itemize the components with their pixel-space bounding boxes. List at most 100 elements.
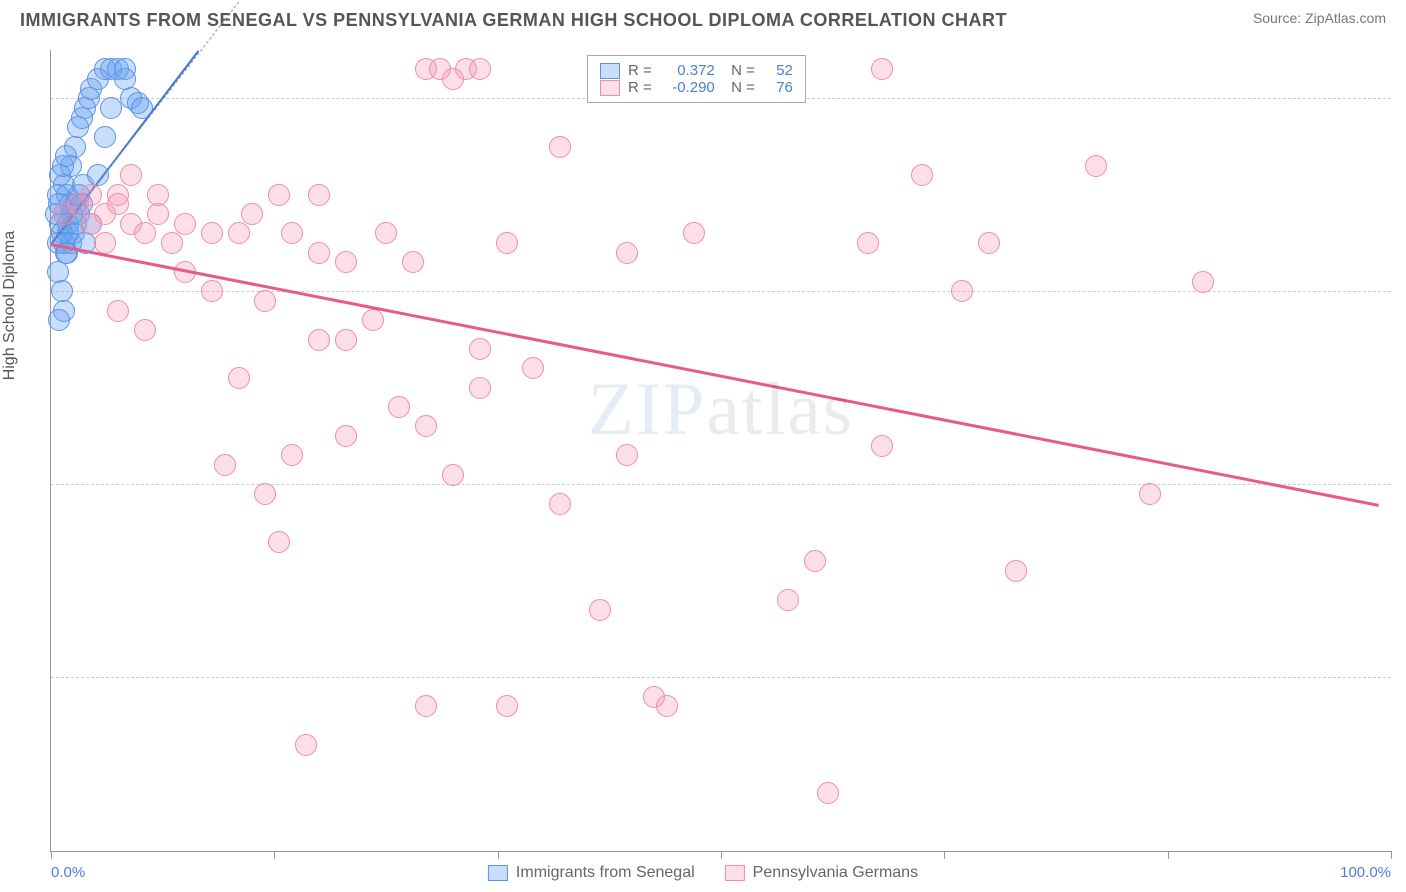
scatter-point xyxy=(522,357,544,379)
scatter-point xyxy=(134,222,156,244)
scatter-point xyxy=(335,425,357,447)
legend-series-name: Pennsylvania Germans xyxy=(753,864,918,882)
x-tick xyxy=(1168,851,1169,859)
scatter-point xyxy=(496,232,518,254)
scatter-point xyxy=(281,444,303,466)
scatter-point xyxy=(496,695,518,717)
scatter-point xyxy=(804,550,826,572)
x-tick xyxy=(51,851,52,859)
scatter-point xyxy=(114,58,136,80)
scatter-point xyxy=(469,377,491,399)
scatter-point xyxy=(335,329,357,351)
scatter-point xyxy=(777,589,799,611)
scatter-point xyxy=(94,232,116,254)
scatter-point xyxy=(107,184,129,206)
scatter-point xyxy=(388,396,410,418)
x-axis-min-label: 0.0% xyxy=(51,864,85,881)
scatter-point xyxy=(616,444,638,466)
scatter-point xyxy=(978,232,1000,254)
scatter-point xyxy=(295,734,317,756)
scatter-point xyxy=(214,454,236,476)
scatter-point xyxy=(308,329,330,351)
scatter-point xyxy=(174,213,196,235)
scatter-point xyxy=(48,309,70,331)
legend-row: R =-0.290 N =76 xyxy=(600,79,793,96)
scatter-point xyxy=(120,164,142,186)
scatter-point xyxy=(107,300,129,322)
legend-r-value: 0.372 xyxy=(660,62,715,79)
scatter-point xyxy=(147,184,169,206)
chart-plot-area: 40.0%60.0%80.0%100.0%R =0.372 N =52R =-0… xyxy=(50,50,1391,852)
scatter-point xyxy=(362,309,384,331)
scatter-point xyxy=(228,367,250,389)
legend-swatch xyxy=(600,63,620,79)
scatter-point xyxy=(281,222,303,244)
scatter-point xyxy=(1085,155,1107,177)
scatter-point xyxy=(549,136,571,158)
legend-item: Immigrants from Senegal xyxy=(488,864,695,882)
gridline xyxy=(51,291,1391,292)
scatter-point xyxy=(335,251,357,273)
scatter-point xyxy=(94,126,116,148)
legend-r-label: R = xyxy=(628,62,652,79)
scatter-point xyxy=(616,242,638,264)
legend-r-label: R = xyxy=(628,79,652,96)
scatter-point xyxy=(589,599,611,621)
scatter-point xyxy=(1192,271,1214,293)
scatter-point xyxy=(47,261,69,283)
y-tick-label: 100.0% xyxy=(1401,90,1406,107)
y-axis-label: High School Diploma xyxy=(1,231,19,380)
scatter-point xyxy=(415,415,437,437)
bottom-legend: Immigrants from Senegal Pennsylvania Germ… xyxy=(488,864,918,882)
scatter-point xyxy=(241,203,263,225)
scatter-point xyxy=(228,222,250,244)
x-tick xyxy=(944,851,945,859)
scatter-point xyxy=(254,483,276,505)
scatter-point xyxy=(147,203,169,225)
gridline xyxy=(51,677,1391,678)
scatter-point xyxy=(80,213,102,235)
scatter-point xyxy=(134,319,156,341)
scatter-point xyxy=(469,58,491,80)
scatter-point xyxy=(549,493,571,515)
scatter-point xyxy=(402,251,424,273)
scatter-point xyxy=(254,290,276,312)
x-tick xyxy=(498,851,499,859)
x-axis-max-label: 100.0% xyxy=(1340,864,1391,881)
gridline xyxy=(51,484,1391,485)
scatter-point xyxy=(951,280,973,302)
legend-swatch xyxy=(600,80,620,96)
legend-row: R = 0.372 N = 52 xyxy=(600,62,793,79)
scatter-point xyxy=(268,531,290,553)
scatter-point xyxy=(375,222,397,244)
x-tick xyxy=(1391,851,1392,859)
scatter-point xyxy=(415,695,437,717)
scatter-point xyxy=(201,222,223,244)
trend-line xyxy=(51,243,1379,507)
scatter-point xyxy=(1139,483,1161,505)
scatter-point xyxy=(469,338,491,360)
scatter-point xyxy=(857,232,879,254)
scatter-point xyxy=(268,184,290,206)
scatter-point xyxy=(55,145,77,167)
scatter-point xyxy=(871,58,893,80)
scatter-point xyxy=(683,222,705,244)
legend-item: Pennsylvania Germans xyxy=(725,864,918,882)
chart-title: IMMIGRANTS FROM SENEGAL VS PENNSYLVANIA … xyxy=(20,10,1007,31)
legend-r-value: -0.290 xyxy=(660,79,715,96)
scatter-point xyxy=(911,164,933,186)
scatter-point xyxy=(817,782,839,804)
scatter-point xyxy=(80,184,102,206)
legend-n-label: N = xyxy=(723,62,755,79)
x-tick xyxy=(721,851,722,859)
scatter-point xyxy=(308,242,330,264)
legend-n-value: 52 xyxy=(763,62,793,79)
scatter-point xyxy=(656,695,678,717)
y-tick-label: 40.0% xyxy=(1401,669,1406,686)
scatter-point xyxy=(308,184,330,206)
y-tick-label: 60.0% xyxy=(1401,476,1406,493)
legend-n-value: 76 xyxy=(763,79,793,96)
scatter-point xyxy=(161,232,183,254)
scatter-point xyxy=(100,97,122,119)
scatter-point xyxy=(1005,560,1027,582)
